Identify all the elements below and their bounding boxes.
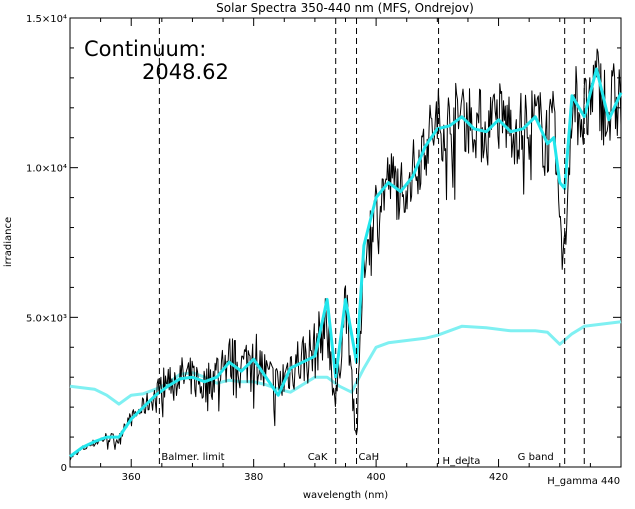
- marker-label: G band: [518, 452, 554, 463]
- y-tick-label: 1.5×10⁴: [26, 14, 67, 25]
- y-tick-label: 0: [61, 463, 67, 474]
- series-line-0: [69, 48, 622, 461]
- y-tick-label: 1.0×10⁴: [26, 164, 67, 175]
- x-tick-label: 360: [122, 472, 141, 483]
- marker-label: H_delta: [443, 456, 481, 467]
- y-tick-label: 5.0×10³: [26, 313, 67, 324]
- series-line-1: [69, 67, 623, 458]
- marker-label: CaK: [308, 452, 328, 463]
- continuum-value: 2048.62: [142, 60, 229, 84]
- x-axis-label: wavelength (nm): [303, 490, 388, 501]
- marker-label: CaH: [359, 452, 380, 463]
- series-line-2: [69, 320, 622, 406]
- marker-label: Balmer. limit: [161, 452, 224, 463]
- continuum-label: Continuum:: [84, 37, 207, 61]
- chart-title: Solar Spectra 350-440 nm (MFS, Ondrejov): [216, 1, 474, 15]
- y-axis-label: irradiance: [3, 217, 14, 267]
- x-tick-label: 400: [367, 472, 386, 483]
- x-tick-label: 380: [244, 472, 263, 483]
- marker-label: H_gamma 440: [547, 476, 620, 487]
- x-tick-label: 420: [489, 472, 508, 483]
